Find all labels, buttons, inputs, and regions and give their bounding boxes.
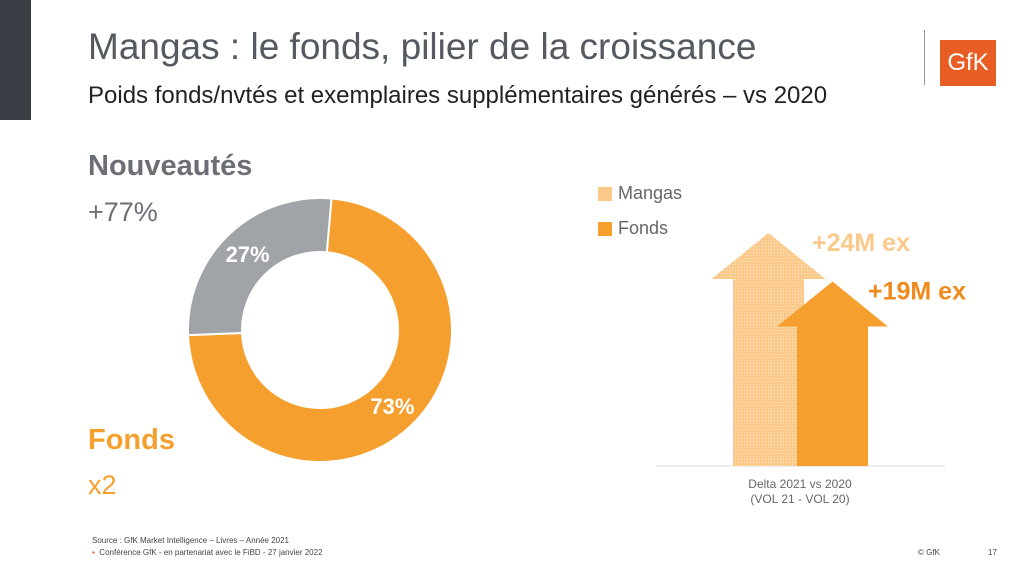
legend-swatch-mangas: [598, 186, 612, 201]
donut-data-label: 27%: [226, 242, 270, 267]
arrow-bar-fonds: [777, 281, 888, 466]
donut-slice-nouveauts: [187, 197, 333, 337]
nouveautes-growth: +77%: [88, 197, 158, 227]
donut-slice-fonds: [187, 197, 453, 463]
legend-item-fonds: Fonds: [598, 218, 668, 239]
data-label-mangas: +24M ex: [812, 229, 910, 257]
page-subtitle: Poids fonds/nvtés et exemplaires supplém…: [88, 82, 828, 109]
donut-chart: 73% 27%: [187, 197, 453, 463]
logo-text: GfK: [947, 49, 989, 76]
legend-label: Fonds: [618, 218, 669, 238]
page-title: Mangas : le fonds, pilier de la croissan…: [88, 26, 757, 67]
gfk-logo: GfK: [940, 40, 996, 86]
logo-divider: [924, 30, 925, 85]
conference-text: Conférence GfK - en partenariat avec le …: [99, 548, 323, 557]
category-label: Delta 2021 vs 2020: [748, 477, 852, 491]
legend-item-mangas: Mangas: [598, 183, 682, 204]
arrow-bar-chart: +24M ex +19M ex: [656, 229, 966, 467]
data-label-fonds: +19M ex: [868, 278, 966, 306]
conference-note: ▪ Conférence GfK - en partenariat avec l…: [92, 548, 323, 557]
page-number: 17: [988, 548, 997, 557]
copyright: © GfK: [918, 548, 940, 557]
donut-data-label: 73%: [370, 394, 414, 419]
legend-label: Mangas: [618, 183, 683, 203]
fonds-growth: x2: [88, 470, 117, 500]
nouveautes-label: Nouveautés: [88, 150, 253, 182]
legend-swatch-fonds: [598, 221, 612, 236]
fonds-label: Fonds: [88, 424, 175, 456]
source-note: Source : GfK Market Intelligence – Livre…: [92, 536, 290, 545]
category-sublabel: (VOL 21 - VOL 20): [750, 492, 850, 506]
side-accent-bar: [0, 0, 31, 120]
